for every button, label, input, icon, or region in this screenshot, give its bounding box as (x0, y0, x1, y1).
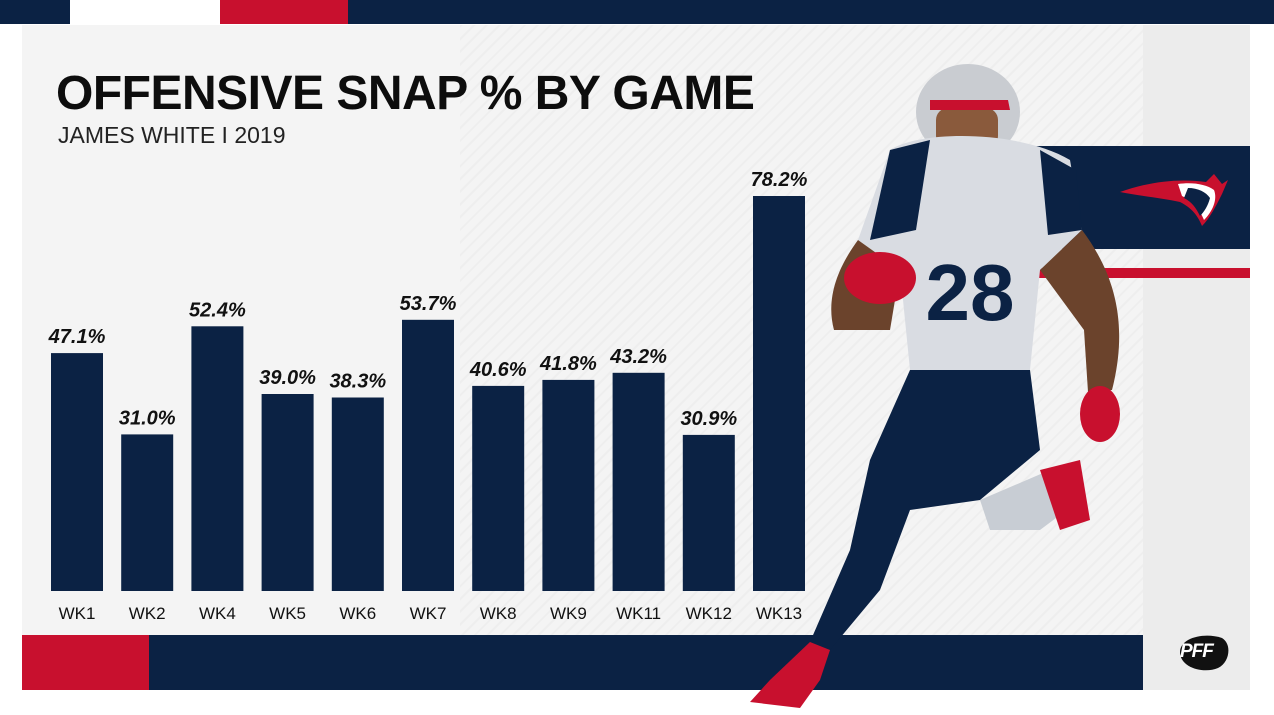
chart-subtitle: JAMES WHITE I 2019 (58, 122, 286, 148)
category-label-wk5: WK5 (269, 604, 306, 623)
right-column-background (1143, 25, 1250, 690)
bar-wk8 (472, 385, 525, 591)
player-photo: 28 (750, 64, 1120, 708)
value-label-wk13: 78.2% (751, 169, 808, 191)
category-label-wk8: WK8 (480, 604, 517, 623)
footer-navy-bar (149, 635, 1143, 690)
top-stripe-red (220, 0, 348, 24)
bar-wk12 (682, 434, 735, 591)
footer-red-block (22, 635, 149, 690)
category-label-wk7: WK7 (410, 604, 447, 623)
pff-logo-text: PFF (1180, 641, 1214, 662)
glove-shape (844, 252, 916, 304)
category-label-wk9: WK9 (550, 604, 587, 623)
value-label-wk9: 41.8% (539, 353, 597, 375)
value-label-wk6: 38.3% (329, 371, 386, 393)
bars-group (51, 196, 805, 591)
category-label-wk6: WK6 (339, 604, 376, 623)
bar-wk4 (191, 326, 244, 591)
bar-wk13 (753, 196, 805, 591)
pff-logo-icon (1180, 635, 1229, 671)
chart-title: OFFENSIVE SNAP % BY GAME (56, 67, 755, 120)
value-label-wk8: 40.6% (469, 359, 527, 381)
value-label-wk7: 53.7% (400, 293, 457, 315)
category-labels-group: WK1 WK2 WK4 WK5 WK6 WK7 WK8 WK9 WK11 WK12 WK13 (59, 604, 803, 623)
bar-wk6 (331, 397, 384, 591)
bar-wk2 (121, 434, 174, 591)
bar-wk11 (612, 372, 665, 591)
value-labels-group: 47.1% 31.0% 52.4% 39.0% 38.3% 53.7% 40.6% 41.8%… (48, 169, 808, 430)
bar-wk1 (51, 353, 103, 591)
value-label-wk5: 39.0% (259, 367, 316, 389)
top-stripe-navy-right (348, 0, 1274, 24)
category-label-wk2: WK2 (129, 604, 166, 623)
team-logo-red-bar (1030, 268, 1250, 278)
top-stripe-navy-left (0, 0, 70, 24)
value-label-wk12: 30.9% (680, 408, 737, 430)
patriots-logo-icon (1120, 174, 1228, 226)
cleat-shape (750, 642, 830, 708)
svg-text:28: 28 (926, 248, 1015, 337)
category-label-wk11: WK11 (616, 604, 661, 623)
value-label-wk4: 52.4% (189, 299, 246, 321)
bar-wk7 (402, 319, 454, 591)
value-label-wk11: 43.2% (609, 346, 667, 368)
top-stripe-white (70, 0, 220, 24)
bar-wk9 (542, 379, 595, 591)
value-label-wk1: 47.1% (48, 326, 106, 348)
category-label-wk4: WK4 (199, 604, 236, 623)
category-label-wk13: WK13 (756, 604, 802, 623)
category-label-wk12: WK12 (686, 604, 732, 623)
category-label-wk1: WK1 (59, 604, 96, 623)
pants-shape (810, 370, 1040, 650)
bar-wk5 (261, 394, 314, 591)
value-label-wk2: 31.0% (119, 407, 176, 429)
